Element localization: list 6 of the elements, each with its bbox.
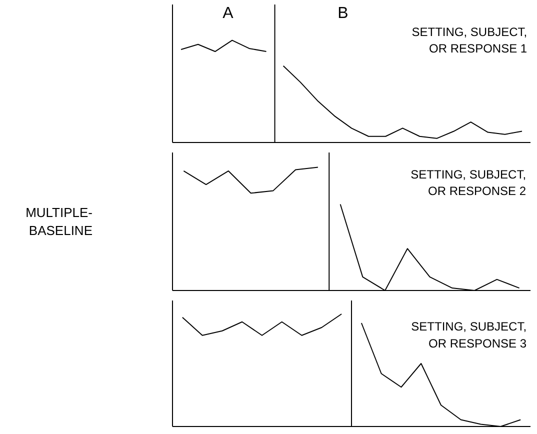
annotation: SETTING, SUBJECT, OR RESPONSE 2 [410, 167, 526, 198]
annotation: SETTING, SUBJECT, OR RESPONSE 1 [412, 24, 528, 56]
y-axis-title: MULTIPLE- BASELINE [26, 205, 93, 238]
annotation: SETTING, SUBJECT, OR RESPONSE 3 [411, 320, 527, 350]
text: B [338, 4, 348, 22]
text: A [222, 4, 234, 22]
